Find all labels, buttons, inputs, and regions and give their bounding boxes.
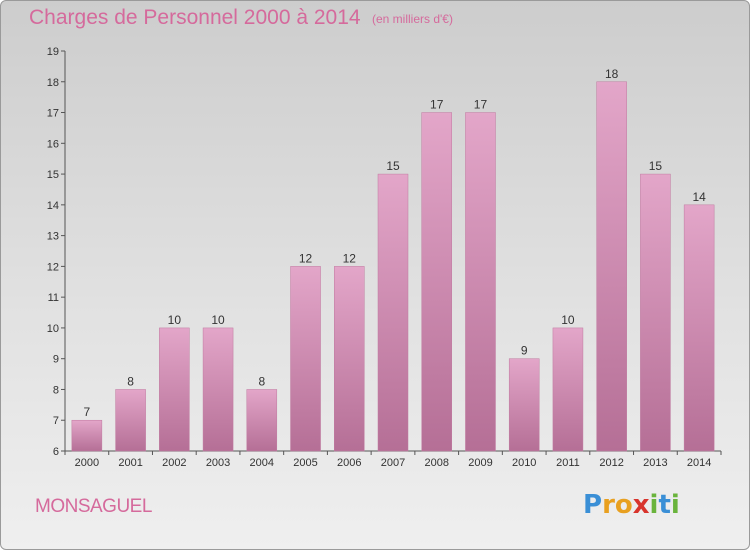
y-tick-label: 15 xyxy=(47,169,59,181)
x-tick-label: 2006 xyxy=(337,457,361,469)
bar xyxy=(683,204,715,452)
x-tick-label: 2005 xyxy=(293,457,317,469)
data-label: 15 xyxy=(649,159,663,173)
y-tick-label: 10 xyxy=(47,323,59,335)
data-label: 17 xyxy=(474,98,488,112)
x-tick-label: 2002 xyxy=(162,457,186,469)
bar xyxy=(159,327,190,452)
data-label: 10 xyxy=(211,313,225,327)
bar xyxy=(421,112,452,452)
logo-letter: i xyxy=(670,490,680,520)
bar xyxy=(640,173,671,452)
y-tick-label: 8 xyxy=(53,384,59,396)
x-tick-label: 2000 xyxy=(75,457,99,469)
logo-letter: x xyxy=(632,490,650,520)
logo-letter: r xyxy=(602,490,615,520)
data-label: 18 xyxy=(605,67,619,81)
logo-letter: i xyxy=(649,490,659,520)
x-tick-label: 2008 xyxy=(424,457,448,469)
chart-title: Charges de Personnel 2000 à 2014 xyxy=(29,6,361,29)
data-label: 8 xyxy=(258,374,265,388)
y-tick-label: 19 xyxy=(47,46,59,58)
x-tick-label: 2014 xyxy=(687,457,711,469)
y-tick-label: 16 xyxy=(47,138,59,150)
y-tick-label: 18 xyxy=(47,77,59,89)
data-label: 9 xyxy=(521,344,528,358)
bar xyxy=(377,173,409,452)
data-label: 12 xyxy=(343,251,357,265)
x-tick-label: 2012 xyxy=(599,457,623,469)
bar xyxy=(465,112,496,452)
bar xyxy=(552,327,584,452)
bar xyxy=(290,266,321,452)
bar xyxy=(246,389,278,452)
bar xyxy=(508,358,540,452)
logo-letter: t xyxy=(658,490,671,520)
y-tick-label: 17 xyxy=(47,108,59,120)
y-tick-label: 13 xyxy=(47,231,59,243)
data-label: 10 xyxy=(168,313,182,327)
x-tick-label: 2011 xyxy=(556,457,580,469)
data-label: 10 xyxy=(561,313,575,327)
x-tick-label: 2004 xyxy=(250,457,274,469)
x-tick-label: 2003 xyxy=(206,457,230,469)
bar xyxy=(334,266,365,452)
x-tick-label: 2007 xyxy=(381,457,405,469)
data-label: 7 xyxy=(84,405,91,419)
data-label: 17 xyxy=(430,98,444,112)
y-tick-label: 9 xyxy=(53,354,59,366)
data-label: 15 xyxy=(386,159,400,173)
x-tick-label: 2001 xyxy=(118,457,142,469)
data-label: 8 xyxy=(127,374,134,388)
bar xyxy=(202,327,234,452)
chart-subtitle: (en milliers d'€) xyxy=(372,12,453,26)
y-tick-label: 7 xyxy=(53,415,59,427)
x-tick-label: 2009 xyxy=(468,457,492,469)
y-tick-label: 12 xyxy=(47,261,59,273)
bar xyxy=(115,389,146,452)
data-label: 14 xyxy=(692,190,706,204)
bar xyxy=(596,81,627,452)
y-tick-label: 14 xyxy=(47,200,59,212)
logo-letter: P xyxy=(583,490,603,520)
logo-letter: o xyxy=(614,490,633,520)
data-label: 12 xyxy=(299,251,313,265)
x-tick-label: 2010 xyxy=(512,457,536,469)
y-tick-label: 6 xyxy=(53,446,59,458)
proxiti-logo[interactable]: Proxiti xyxy=(583,490,680,520)
commune-name: MONSAGUEL xyxy=(35,496,152,517)
x-tick-label: 2013 xyxy=(643,457,667,469)
bar xyxy=(71,419,103,452)
y-tick-label: 11 xyxy=(48,292,59,304)
